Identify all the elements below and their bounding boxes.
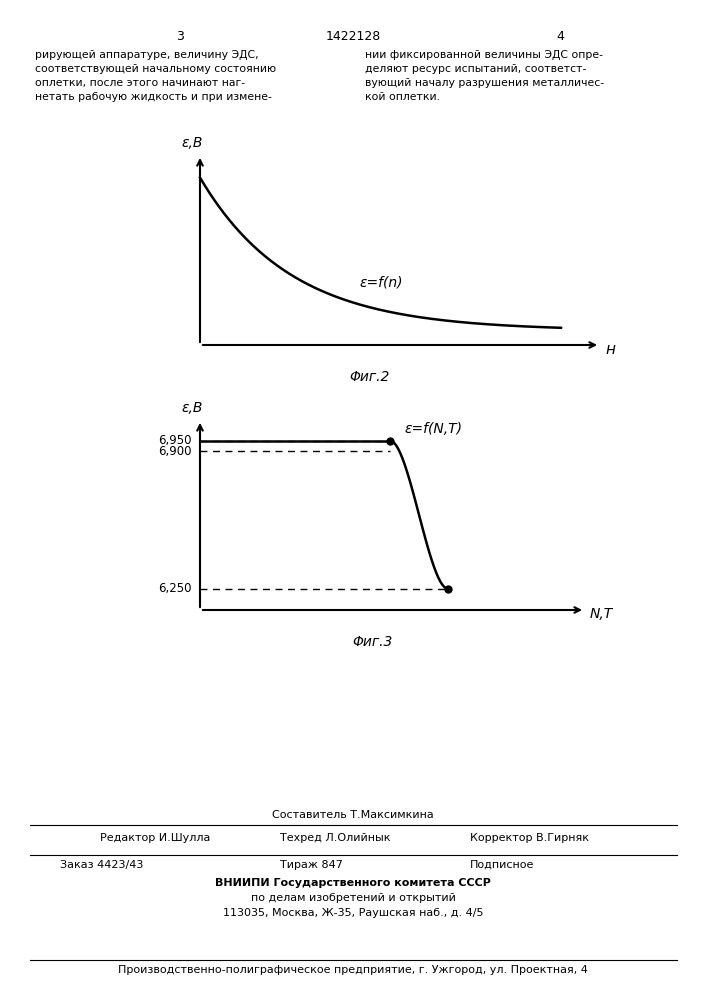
Text: Тираж 847: Тираж 847 xyxy=(280,860,343,870)
Text: Φиг.2: Φиг.2 xyxy=(350,370,390,384)
Text: соответствующей начальному состоянию: соответствующей начальному состоянию xyxy=(35,64,276,74)
Text: Техред Л.Олийнык: Техред Л.Олийнык xyxy=(280,833,390,843)
Text: деляют ресурс испытаний, соответст-: деляют ресурс испытаний, соответст- xyxy=(365,64,586,74)
Text: вующий началу разрушения металличес-: вующий началу разрушения металличес- xyxy=(365,78,604,88)
Text: 6,900: 6,900 xyxy=(158,445,192,458)
Text: N,T: N,T xyxy=(590,607,613,621)
Text: ε=f(N,T): ε=f(N,T) xyxy=(405,422,463,436)
Text: Редактор И.Шулла: Редактор И.Шулла xyxy=(100,833,211,843)
Text: Подписное: Подписное xyxy=(470,860,534,870)
Text: кой оплетки.: кой оплетки. xyxy=(365,92,440,102)
Text: Производственно-полиграфическое предприятие, г. Ужгород, ул. Проектная, 4: Производственно-полиграфическое предприя… xyxy=(118,965,588,975)
Text: Составитель Т.Максимкина: Составитель Т.Максимкина xyxy=(272,810,434,820)
Text: 3: 3 xyxy=(176,30,184,43)
Text: н: н xyxy=(605,342,615,357)
Text: ε,В: ε,В xyxy=(181,401,203,415)
Text: по делам изобретений и открытий: по делам изобретений и открытий xyxy=(250,893,455,903)
Text: рирующей аппаратуре, величину ЭДС,: рирующей аппаратуре, величину ЭДС, xyxy=(35,50,259,60)
Text: оплетки, после этого начинают наг-: оплетки, после этого начинают наг- xyxy=(35,78,245,88)
Text: ε=f(n): ε=f(n) xyxy=(360,275,403,289)
Text: 113035, Москва, Ж-35, Раушская наб., д. 4/5: 113035, Москва, Ж-35, Раушская наб., д. … xyxy=(223,908,484,918)
Text: 4: 4 xyxy=(556,30,564,43)
Text: ε,В: ε,В xyxy=(181,136,203,150)
Text: нии фиксированной величины ЭДС опре-: нии фиксированной величины ЭДС опре- xyxy=(365,50,603,60)
Text: 6,250: 6,250 xyxy=(158,582,192,595)
Text: Заказ 4423/43: Заказ 4423/43 xyxy=(60,860,144,870)
Text: ВНИИПИ Государственного комитета СССР: ВНИИПИ Государственного комитета СССР xyxy=(215,878,491,888)
Text: Φиг.3: Φиг.3 xyxy=(352,635,392,649)
Text: 6,950: 6,950 xyxy=(158,434,192,447)
Text: 1422128: 1422128 xyxy=(325,30,380,43)
Text: нетать рабочую жидкость и при измене-: нетать рабочую жидкость и при измене- xyxy=(35,92,272,102)
Text: Корректор В.Гирняк: Корректор В.Гирняк xyxy=(470,833,589,843)
